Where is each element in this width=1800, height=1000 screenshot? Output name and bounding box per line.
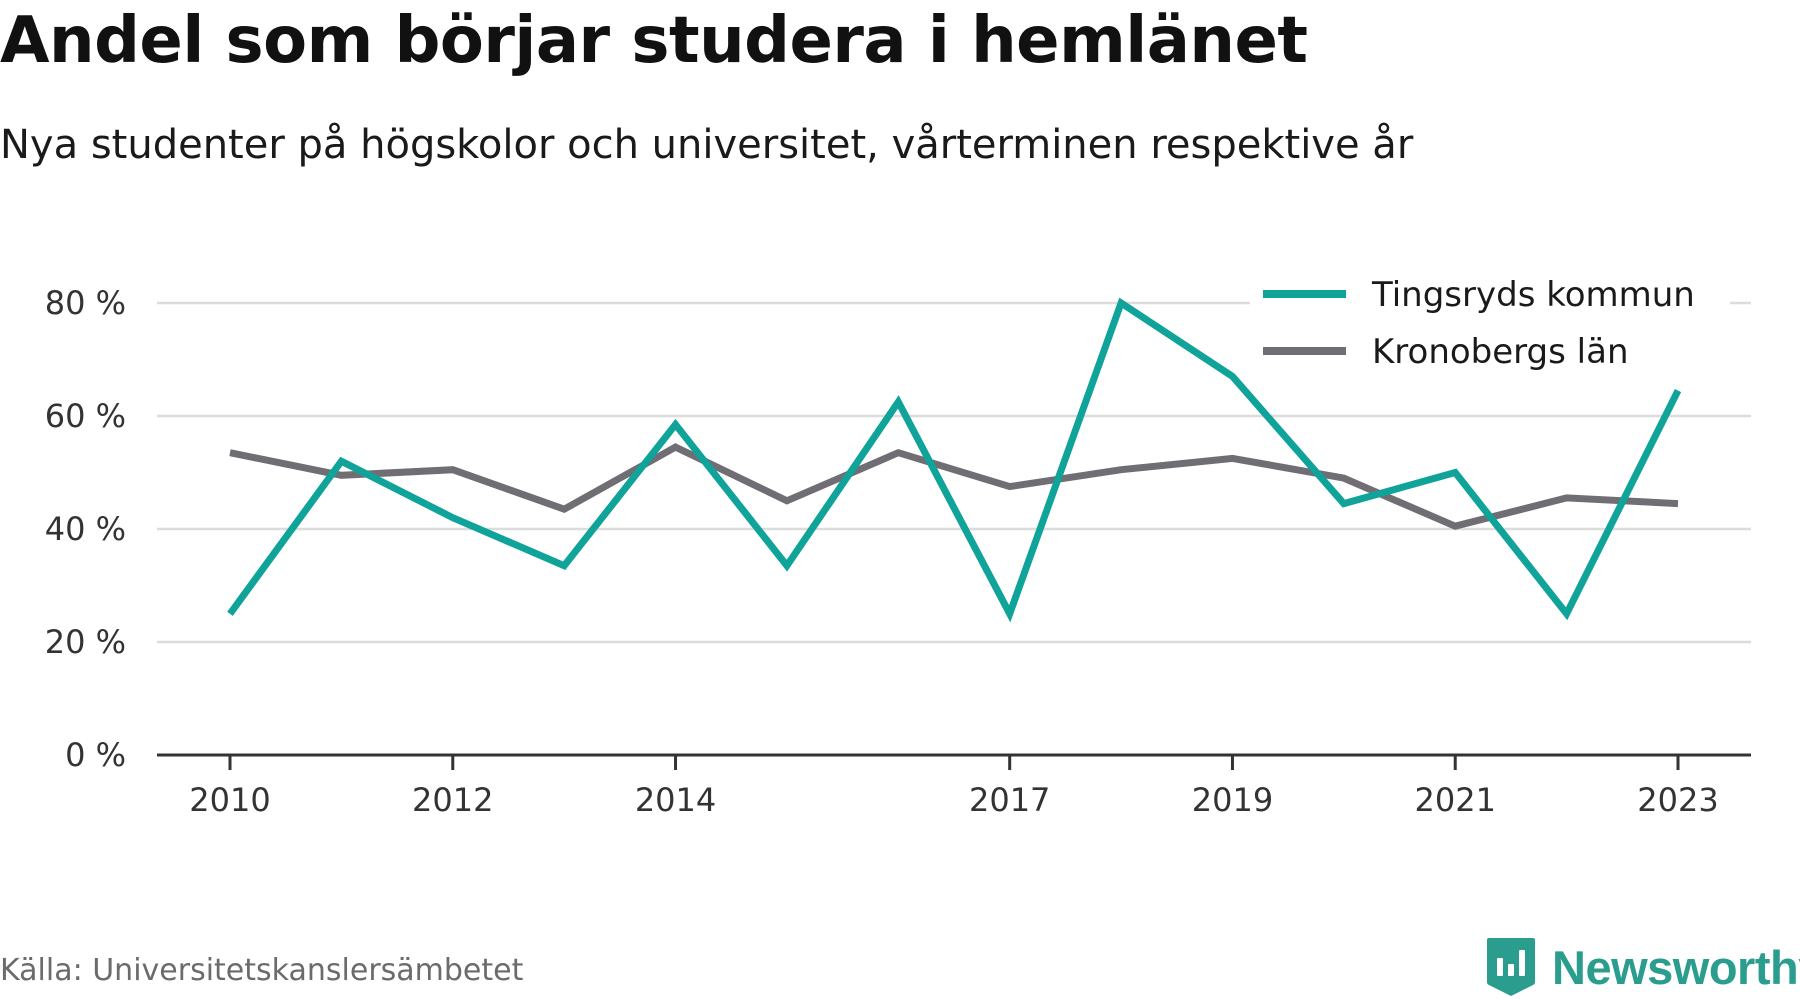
x-tick-label: 2021 [1415, 781, 1496, 819]
x-tick-label: 2023 [1637, 781, 1718, 819]
series-line [227, 297, 1682, 623]
brand-name: Newsworthy [1552, 940, 1800, 994]
legend-background [1250, 265, 1730, 380]
x-tick-label: 2010 [189, 781, 270, 819]
x-tick-label: 2012 [412, 781, 493, 819]
legend-label: Tingsryds kommun [1371, 275, 1695, 315]
brand-logo: Newsworthy [1486, 936, 1800, 998]
source-note: Källa: Universitetskanslersämbetet [0, 953, 524, 988]
x-axis-ticks: 2010 2012 2014 2017 2019 2021 2023 [189, 755, 1719, 819]
legend: Tingsryds kommun Kronobergs län [1263, 275, 1695, 372]
x-tick-label: 2017 [969, 781, 1050, 819]
y-axis-ticks: 0 % 20 % 40 % 60 % 80 % [45, 284, 126, 774]
y-tick-label: 0 % [65, 736, 126, 774]
newsworthy-logo-icon [1487, 938, 1535, 996]
legend-backdrop [1250, 265, 1730, 380]
y-tick-label: 60 % [45, 397, 126, 435]
x-tick-label: 2019 [1192, 781, 1273, 819]
series-line [229, 443, 1679, 530]
x-tick-label: 2014 [635, 781, 716, 819]
y-tick-label: 20 % [45, 623, 126, 661]
y-tick-label: 40 % [45, 510, 126, 548]
legend-label: Kronobergs län [1372, 332, 1629, 372]
chart-subtitle: Nya studenter på högskolor och universit… [0, 122, 1414, 168]
chart-title: Andel som börjar studera i hemlänet [0, 4, 1308, 78]
series-lines [227, 297, 1682, 623]
y-tick-label: 80 % [45, 284, 126, 322]
